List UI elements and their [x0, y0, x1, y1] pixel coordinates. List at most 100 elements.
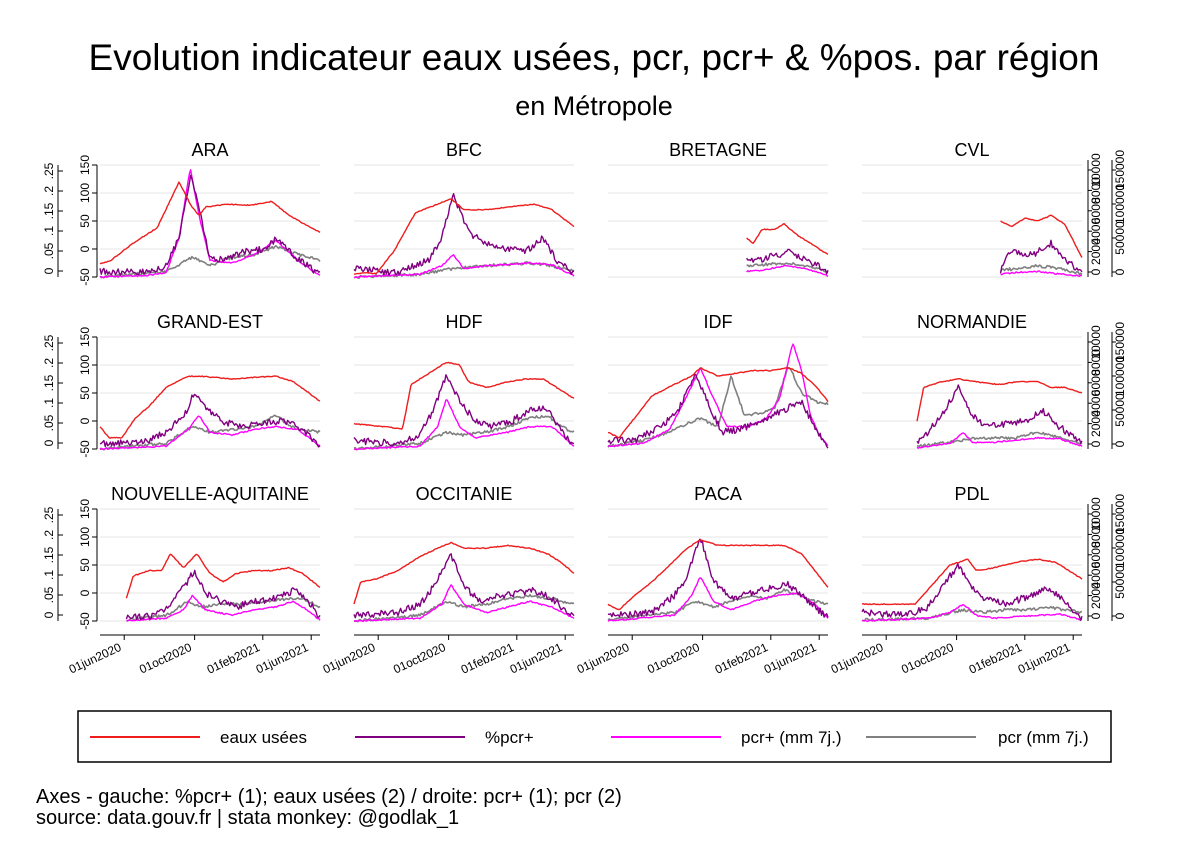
y-tick-label: 100 — [78, 527, 92, 547]
series-line-pcrp — [607, 343, 829, 448]
inner-y-tick-label: .25 — [42, 162, 56, 179]
right-y-tick-label: 6000 — [1089, 197, 1103, 224]
series-line-pcrp — [861, 603, 1083, 623]
right-y-tick-label: 6000 — [1089, 369, 1103, 396]
right-y-tick-label: 8000 — [1089, 177, 1103, 204]
x-tick-label: 01oct2020 — [899, 640, 956, 677]
series-line-pos — [916, 384, 1083, 444]
right-y-tick-label: 10000 — [1089, 153, 1103, 187]
inner-y-tick-label: 0 — [42, 439, 56, 446]
inner-y-tick-label: .15 — [42, 546, 56, 563]
outer-right-y-tick-label: 0 — [1113, 440, 1127, 447]
right-y-tick-label: 8000 — [1089, 521, 1103, 548]
series-line-pcrp — [607, 577, 829, 622]
series-line-pcrp — [353, 254, 575, 279]
outer-right-y-tick-label: 150000 — [1113, 322, 1127, 362]
x-tick-label: 01jun2020 — [321, 640, 378, 677]
inner-y-tick-label: .05 — [42, 586, 56, 603]
panel-nouvelle-aquitaine: NOUVELLE-AQUITAINE -50 0 50 100 150 0 .05 .1 .15.… — [42, 484, 321, 677]
panel-title: BRETAGNE — [669, 140, 767, 160]
y-tick-label: -50 — [78, 612, 92, 630]
panel-hdf: HDF — [353, 312, 575, 451]
y-tick-label: 0 — [78, 245, 92, 252]
series-line-eaux — [353, 541, 575, 605]
legend-label-pcr: pcr (mm 7j.) — [998, 728, 1089, 747]
outer-right-y-tick-label: 50000 — [1113, 221, 1127, 255]
series-line-pos — [353, 553, 575, 619]
series-line-pos — [353, 193, 575, 276]
series-line-eaux — [1000, 214, 1083, 258]
panel-title: NOUVELLE-AQUITAINE — [111, 484, 309, 504]
series-line-pcr — [999, 264, 1083, 276]
x-tick-label: 01feb2021 — [459, 640, 517, 677]
series-line-pcrp — [1000, 270, 1083, 277]
legend-label-eaux: eaux usées — [220, 728, 307, 747]
right-y-tick-label: 4000 — [1089, 218, 1103, 245]
x-tick-label: 01feb2021 — [967, 640, 1025, 677]
series-line-pos — [607, 538, 829, 619]
x-tick-label: 01oct2020 — [391, 640, 448, 677]
panel-title: IDF — [704, 312, 733, 332]
inner-y-tick-label: .05 — [42, 414, 56, 431]
series-line-pos — [99, 174, 321, 276]
series-line-pcr — [353, 414, 575, 451]
panel-grand-est: GRAND-EST -50 0 50 100 150 0 .05 .1 .15 .2 .25 — [42, 312, 321, 458]
outer-right-y-tick-label: 50000 — [1113, 393, 1127, 427]
inner-y-tick-label: 0 — [42, 267, 56, 274]
y-tick-label: 0 — [78, 589, 92, 596]
outer-right-y-tick-label: 100000 — [1113, 528, 1127, 568]
series-line-pcrp — [916, 432, 1083, 449]
y-tick-label: 150 — [78, 499, 92, 519]
outer-right-y-tick-label: 150000 — [1113, 150, 1127, 190]
y-tick-label: 0 — [78, 417, 92, 424]
outer-right-y-tick-label: 0 — [1113, 268, 1127, 275]
inner-y-tick-label: .15 — [42, 202, 56, 219]
inner-y-tick-label: .25 — [42, 506, 56, 523]
inner-y-tick-label: .2 — [42, 186, 56, 196]
x-tick-label: 01oct2020 — [137, 640, 194, 677]
series-line-eaux — [99, 181, 321, 265]
inner-y-tick-label: 0 — [42, 611, 56, 618]
panel-occitanie: OCCITANIE 01jun2020 01oct2020 01feb202101ju… — [321, 484, 575, 677]
chart-title: Evolution indicateur eaux usées, pcr, pc… — [89, 37, 1100, 78]
panel-title: PACA — [694, 484, 742, 504]
legend-label-pos: %pcr+ — [485, 728, 534, 747]
right-y-tick-label: 2000 — [1089, 238, 1103, 265]
panel-title: HDF — [446, 312, 483, 332]
series-line-pos — [861, 562, 1083, 621]
panel-title: CVL — [954, 140, 989, 160]
series-line-eaux — [607, 539, 829, 611]
x-tick-label: 01oct2020 — [645, 640, 702, 677]
series-line-pos — [353, 374, 575, 447]
inner-y-tick-label: .05 — [42, 242, 56, 259]
series-line-pcr — [126, 597, 321, 622]
y-tick-label: -50 — [78, 268, 92, 286]
panel-cvl: CVL0200040006000800010000050000100000150… — [862, 140, 1127, 278]
panels-group: ARA -50 0 50 100 150 0 .05 .1 .15 .2 .25 BFC BRETAGNE… — [42, 140, 1127, 677]
y-tick-label: 50 — [78, 558, 92, 572]
outer-right-y-tick-label: 100000 — [1113, 356, 1127, 396]
right-y-tick-label: 6000 — [1089, 541, 1103, 568]
x-tick-label: 01feb2021 — [713, 640, 771, 677]
x-tick-label: 01jun2021 — [1016, 640, 1073, 677]
panel-bfc: BFC — [353, 140, 575, 279]
y-tick-label: 100 — [78, 183, 92, 203]
panel-title: OCCITANIE — [416, 484, 513, 504]
x-tick-label: 01jun2021 — [762, 640, 819, 677]
panel-title: PDL — [954, 484, 989, 504]
inner-y-tick-label: .1 — [42, 570, 56, 580]
series-line-pcr — [607, 367, 829, 448]
inner-y-tick-label: .1 — [42, 398, 56, 408]
y-tick-label: 50 — [78, 214, 92, 228]
x-tick-label: 01jun2021 — [254, 640, 311, 677]
series-line-eaux — [862, 558, 1083, 606]
series-line-eaux — [353, 361, 575, 430]
inner-y-tick-label: .15 — [42, 374, 56, 391]
x-tick-label: 01feb2021 — [205, 640, 263, 677]
right-y-tick-label: 2000 — [1089, 582, 1103, 609]
outer-right-y-tick-label: 0 — [1113, 612, 1127, 619]
panel-title: BFC — [446, 140, 482, 160]
outer-right-y-tick-label: 100000 — [1113, 184, 1127, 224]
